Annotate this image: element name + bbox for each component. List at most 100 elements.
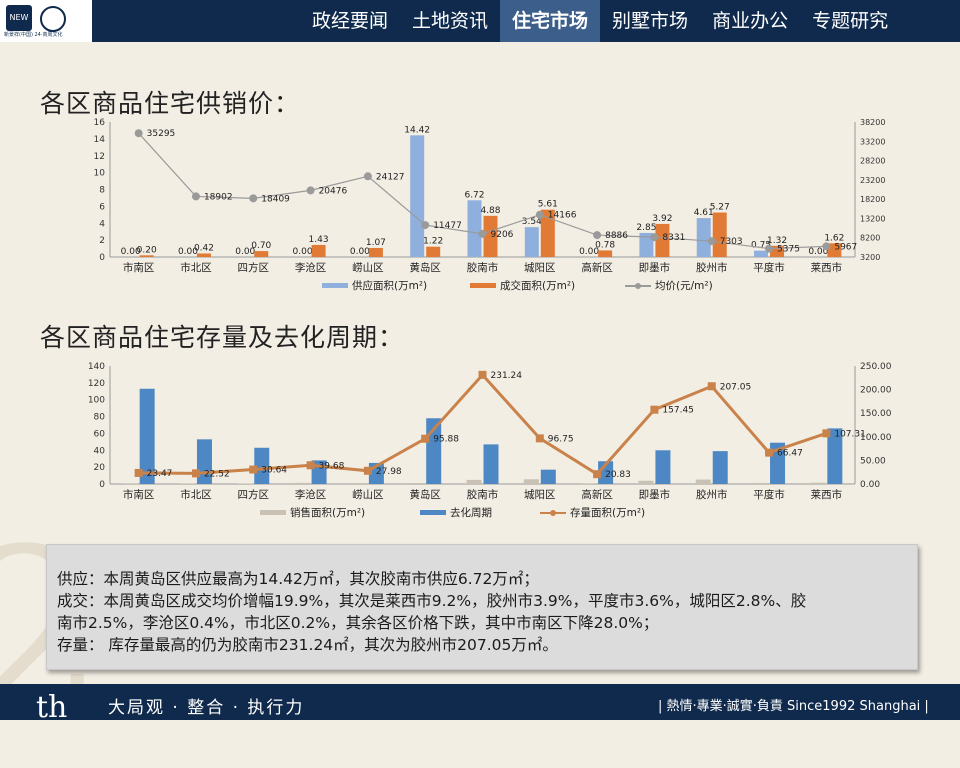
line-data-label: 107.31 <box>834 429 866 439</box>
line-data-label: 95.88 <box>433 435 459 445</box>
line-series-marker <box>650 233 658 241</box>
bar-a <box>467 480 482 484</box>
line-data-label: 9206 <box>491 230 514 240</box>
legend-swatch-marker <box>635 283 641 289</box>
note-inventory: 存量： 库存量最高的仍为胶南市231.24㎡，其次为胶州市207.05万㎡。 <box>57 633 558 655</box>
line-data-label: 30.64 <box>261 466 287 476</box>
bar-a <box>409 483 424 484</box>
right-axis-tick-label: 23200 <box>860 176 885 185</box>
x-axis-category-label: 胶州市 <box>696 261 728 274</box>
line-series-marker <box>765 449 773 457</box>
summary-note-box: 供应：本周黄岛区供应最高为14.42万㎡，其次胶南市供应6.72万㎡； 成交：本… <box>46 544 918 670</box>
brand-logo: NEW 新景祥(中国) 24·商周文化 <box>0 0 92 42</box>
line-data-label: 27.98 <box>376 467 402 477</box>
bar-data-label: 0.20 <box>137 245 157 255</box>
line-series-marker <box>536 434 544 442</box>
left-axis-tick-label: 2 <box>99 236 105 246</box>
legend-swatch <box>420 510 446 515</box>
left-axis-tick-label: 0 <box>99 480 105 490</box>
left-axis-tick-label: 20 <box>94 463 106 473</box>
nav-item-residential-market[interactable]: 住宅市场 <box>500 0 600 42</box>
legend-label: 销售面积(万m²) <box>290 506 365 519</box>
x-axis-category-label: 黄岛区 <box>409 488 441 501</box>
line-data-label: 20476 <box>319 186 348 196</box>
right-axis-tick-label: 3200 <box>860 253 880 262</box>
legend-swatch <box>260 510 286 515</box>
bar-b <box>312 245 326 257</box>
bar-b <box>541 470 556 484</box>
line-series-marker <box>364 467 372 475</box>
bar-data-label: 0.00 <box>293 247 313 257</box>
footer-motto: | 熱情·專業·誠實·負責 Since1992 Shanghai | <box>658 695 929 714</box>
line-series-marker <box>822 429 830 437</box>
nav-item-politics-economy[interactable]: 政经要闻 <box>300 0 400 42</box>
line-data-label: 5967 <box>834 242 857 252</box>
right-axis-tick-label: 50.00 <box>860 456 886 466</box>
nav-item-land-info[interactable]: 土地资讯 <box>400 0 500 42</box>
x-axis-category-label: 市南区 <box>123 261 155 274</box>
main-nav: 政经要闻 土地资讯 住宅市场 别墅市场 商业办公 专题研究 <box>300 0 900 42</box>
left-axis-tick-label: 16 <box>94 118 106 128</box>
bar-a <box>525 227 539 257</box>
line-series-marker <box>650 406 658 414</box>
line-series-marker <box>135 129 143 137</box>
x-axis-category-label: 莱西市 <box>811 261 843 274</box>
legend-label: 均价(元/m²) <box>655 280 713 292</box>
bar-a <box>410 135 424 257</box>
line-series-marker <box>307 461 315 469</box>
line-series-marker <box>593 231 601 239</box>
line-series-marker <box>307 186 315 194</box>
bar-b <box>484 444 499 484</box>
bar-a <box>352 483 367 484</box>
legend-label: 成交面积(万m²) <box>500 279 575 292</box>
x-axis-category-label: 市南区 <box>123 488 155 501</box>
top-navigation-bar: NEW 新景祥(中国) 24·商周文化 政经要闻 土地资讯 住宅市场 别墅市场 … <box>0 0 960 42</box>
note-transaction-continued: 南市2.5%，李沧区0.4%，市北区0.2%，其余各区价格下跌，其中市南区下降2… <box>57 611 658 633</box>
line-data-label: 24127 <box>376 172 405 182</box>
right-axis-tick-label: 18200 <box>860 195 885 204</box>
right-axis-tick-label: 0.00 <box>860 480 880 490</box>
right-axis-tick-label: 38200 <box>860 118 885 127</box>
left-axis-tick-label: 40 <box>94 446 106 456</box>
line-data-label: 96.75 <box>548 434 574 444</box>
x-axis-category-label: 平度市 <box>753 488 785 501</box>
line-series-marker <box>421 221 429 229</box>
bar-data-label: 1.07 <box>366 238 386 248</box>
left-axis-tick-label: 6 <box>99 202 105 212</box>
nav-item-villa-market[interactable]: 别墅市场 <box>600 0 700 42</box>
bar-b <box>140 255 154 257</box>
nav-item-special-research[interactable]: 专题研究 <box>800 0 900 42</box>
nav-item-commercial-office[interactable]: 商业办公 <box>700 0 800 42</box>
bar-data-label: 2.85 <box>636 223 656 233</box>
bar-b <box>426 247 440 257</box>
line-series-marker <box>421 435 429 443</box>
legend-label: 存量面积(万m²) <box>570 506 645 519</box>
legend-swatch-marker <box>550 510 556 516</box>
right-axis-tick-label: 33200 <box>860 137 885 146</box>
bar-data-label: 5.27 <box>710 203 730 213</box>
line-series-marker <box>135 469 143 477</box>
note-transaction: 成交：本周黄岛区成交均价增幅19.9%，其次是莱西市9.2%，胶州市3.9%，平… <box>57 589 806 611</box>
legend-swatch <box>322 283 348 288</box>
line-data-label: 207.05 <box>720 382 752 392</box>
x-axis-category-label: 四方区 <box>238 488 270 501</box>
bar-b <box>254 251 268 257</box>
bar-a <box>237 483 252 484</box>
right-axis-tick-label: 200.00 <box>860 386 892 396</box>
x-axis-category-label: 李沧区 <box>295 261 327 274</box>
bar-a <box>468 200 482 257</box>
x-axis-category-label: 市北区 <box>180 488 212 501</box>
brand-mark-icon: NEW <box>6 5 32 31</box>
x-axis-category-label: 城阳区 <box>524 262 556 274</box>
left-axis-tick-label: 12 <box>94 152 105 162</box>
bar-data-label: 0.70 <box>251 241 271 251</box>
right-axis-tick-label: 150.00 <box>860 409 892 419</box>
bar-a <box>754 251 768 257</box>
left-axis-tick-label: 140 <box>88 362 105 372</box>
bar-b <box>369 248 383 257</box>
x-axis-category-label: 黄岛区 <box>409 261 441 274</box>
bar-data-label: 1.22 <box>423 237 443 247</box>
brand-subtitle: 新景祥(中国) 24·商周文化 <box>4 31 90 38</box>
line-series-marker <box>708 382 716 390</box>
line-series-marker <box>536 211 544 219</box>
